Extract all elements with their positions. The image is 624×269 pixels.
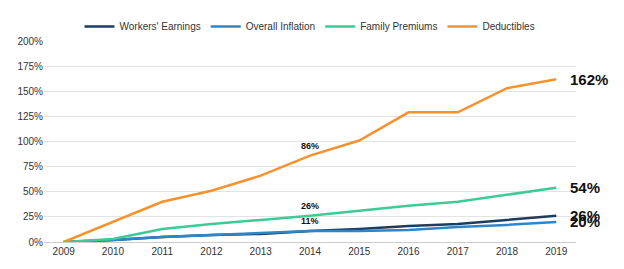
svg-text:2015: 2015 bbox=[348, 246, 371, 257]
svg-text:26%: 26% bbox=[301, 201, 319, 211]
svg-text:200%: 200% bbox=[17, 36, 43, 47]
svg-text:86%: 86% bbox=[301, 141, 319, 151]
svg-text:Deductibles: Deductibles bbox=[482, 21, 534, 32]
svg-text:2017: 2017 bbox=[447, 246, 470, 257]
svg-text:2009: 2009 bbox=[53, 246, 76, 257]
svg-text:50%: 50% bbox=[23, 186, 43, 197]
svg-text:2014: 2014 bbox=[299, 246, 322, 257]
svg-text:11%: 11% bbox=[301, 216, 319, 226]
svg-text:Family Premiums: Family Premiums bbox=[360, 21, 437, 32]
svg-text:25%: 25% bbox=[23, 211, 43, 222]
svg-text:2010: 2010 bbox=[102, 246, 125, 257]
svg-text:54%: 54% bbox=[570, 179, 600, 196]
svg-text:100%: 100% bbox=[17, 136, 43, 147]
svg-text:2011: 2011 bbox=[151, 246, 173, 257]
svg-text:26%: 26% bbox=[570, 207, 600, 224]
svg-text:125%: 125% bbox=[17, 111, 43, 122]
svg-text:175%: 175% bbox=[17, 61, 43, 72]
svg-text:2018: 2018 bbox=[496, 246, 519, 257]
svg-text:2012: 2012 bbox=[200, 246, 223, 257]
svg-text:Workers' Earnings: Workers' Earnings bbox=[120, 21, 201, 32]
svg-text:2013: 2013 bbox=[250, 246, 273, 257]
svg-text:75%: 75% bbox=[23, 161, 43, 172]
svg-text:150%: 150% bbox=[17, 86, 43, 97]
svg-text:Overall Inflation: Overall Inflation bbox=[246, 21, 315, 32]
svg-text:20%: 20% bbox=[570, 213, 600, 230]
svg-text:2019: 2019 bbox=[545, 246, 568, 257]
svg-text:162%: 162% bbox=[570, 71, 608, 88]
svg-text:2016: 2016 bbox=[397, 246, 420, 257]
svg-text:0%: 0% bbox=[29, 237, 44, 248]
